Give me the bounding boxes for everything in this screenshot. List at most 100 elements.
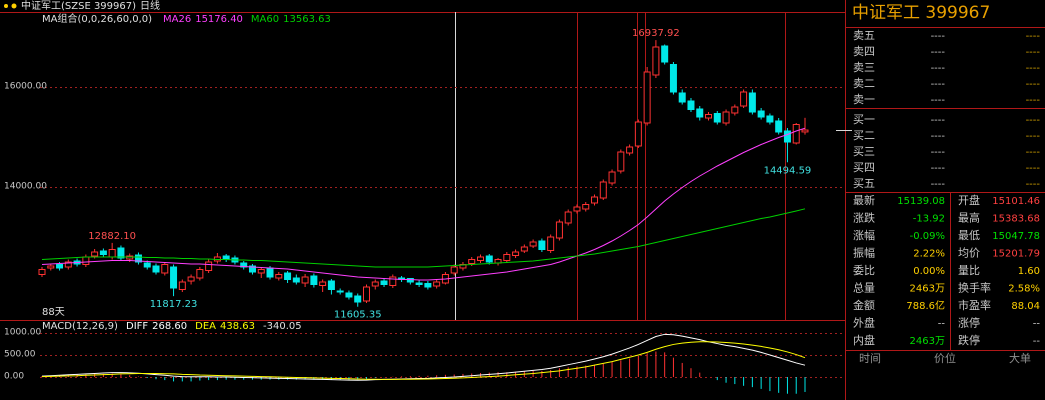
candle-body — [538, 240, 546, 250]
candle-body — [389, 276, 397, 286]
candle-body — [433, 281, 441, 287]
candle-body — [292, 277, 300, 283]
candle-body — [47, 265, 55, 269]
candle-body — [512, 251, 520, 256]
candle-body — [143, 262, 151, 268]
book-price: ---- — [931, 147, 946, 158]
stat-label: 外盘 — [853, 316, 875, 330]
y-tick-label: 1000.00 — [4, 328, 41, 338]
stat-value: -- — [1033, 319, 1041, 330]
period[interactable]: 日线 — [140, 0, 160, 12]
book-volume: ---- — [1026, 179, 1041, 190]
candle-body — [801, 129, 809, 133]
candle-body — [380, 280, 388, 285]
candle-body — [555, 221, 563, 239]
candle-body — [617, 151, 625, 172]
candle-body — [38, 269, 46, 275]
quote-panel: 卖五 ---- ----卖四 ---- ----卖三 ---- ----卖二 ---- ----… — [853, 29, 1040, 365]
tab[interactable]: 时间 — [859, 352, 881, 365]
legend-entry: MA60 13563.63 — [251, 14, 331, 25]
candle-body — [301, 276, 309, 284]
stat-label: 均价 — [958, 247, 980, 260]
candle-body — [468, 259, 476, 264]
macd-title[interactable]: MACD(12,26,9) — [42, 321, 118, 332]
candle-body — [134, 254, 142, 263]
candle-body — [529, 241, 537, 247]
stat-label: 开盘 — [958, 193, 980, 207]
tab[interactable]: 大单 — [1009, 351, 1031, 365]
book-label: 买二 — [853, 129, 875, 142]
legend-name: DEA — [195, 321, 216, 332]
candle-body — [362, 286, 370, 302]
candle-body — [775, 120, 783, 133]
macd-line — [41, 341, 806, 380]
candle-body — [748, 92, 756, 113]
candle-body — [678, 92, 686, 103]
legend-value: -340.05 — [263, 321, 302, 332]
candle-body — [792, 124, 800, 144]
book-volume: ---- — [1026, 47, 1041, 58]
book-price: ---- — [931, 31, 946, 42]
tab[interactable]: 价位 — [934, 351, 956, 365]
candle-body — [687, 100, 695, 110]
candle-body — [327, 280, 335, 290]
candle-body — [345, 292, 353, 298]
candle-body — [634, 121, 642, 147]
candle-body — [713, 113, 721, 123]
legend-title[interactable]: MA组合(0,0,26,60,0,0) — [42, 12, 152, 25]
stat-value: -0.09% — [910, 231, 945, 242]
book-label: 买四 — [853, 161, 875, 174]
book-label: 卖四 — [853, 45, 875, 58]
ma-line — [41, 208, 806, 268]
candle-body — [310, 275, 318, 285]
book-price: ---- — [931, 95, 946, 106]
stat-value: 0.00% — [913, 266, 945, 277]
ma-line — [41, 127, 806, 281]
stat-label: 涨停 — [958, 316, 980, 330]
stat-label: 金额 — [853, 298, 875, 312]
candle-body — [547, 236, 555, 251]
extreme-label: 16937.92 — [632, 28, 680, 39]
legend-value: 438.63 — [220, 321, 255, 332]
candle-body — [757, 110, 765, 118]
book-volume: ---- — [1026, 95, 1041, 106]
candle-body — [740, 91, 748, 107]
candle-body — [354, 295, 362, 303]
candle-body — [187, 276, 195, 282]
candle-body — [766, 115, 774, 123]
stat-label: 最低 — [958, 229, 980, 242]
candle-body — [170, 266, 178, 289]
legend-name: MA26 — [163, 14, 191, 25]
book-volume: ---- — [1026, 79, 1041, 90]
candle-body — [599, 181, 607, 199]
candle-body — [652, 46, 660, 76]
legend-entry: DIFF 268.60 — [126, 321, 187, 332]
stat-value: 1.60 — [1018, 266, 1040, 277]
stat-label: 总量 — [853, 281, 875, 295]
book-volume: ---- — [1026, 163, 1041, 174]
stat-label: 内盘 — [853, 333, 875, 347]
stat-label: 市盈率 — [958, 298, 991, 312]
candle-body — [406, 278, 414, 283]
y-tick-label: 0.00 — [4, 372, 24, 382]
stat-label: 涨幅 — [853, 229, 875, 242]
candle-body — [178, 281, 186, 290]
extreme-label: 14494.59 — [764, 165, 812, 176]
stat-value: 788.6亿 — [906, 299, 945, 312]
candle-body — [591, 196, 599, 204]
y-tick-label: 500.00 — [4, 350, 36, 360]
legend-entry: MA26 15176.40 — [163, 14, 243, 25]
candle-body — [661, 45, 669, 63]
book-label: 卖一 — [853, 93, 875, 106]
book-label: 卖五 — [853, 29, 875, 42]
candle-body — [108, 249, 116, 258]
book-price: ---- — [931, 179, 946, 190]
candle-body — [626, 146, 634, 154]
candle-body — [64, 261, 72, 268]
security-name: 中证军工(SZSE 399967) — [21, 0, 136, 12]
candle-body — [336, 290, 344, 293]
candle-body — [284, 272, 292, 280]
stat-label: 涨跌 — [853, 211, 875, 225]
candle-body — [319, 281, 327, 286]
legend-name: MA60 — [251, 14, 279, 25]
